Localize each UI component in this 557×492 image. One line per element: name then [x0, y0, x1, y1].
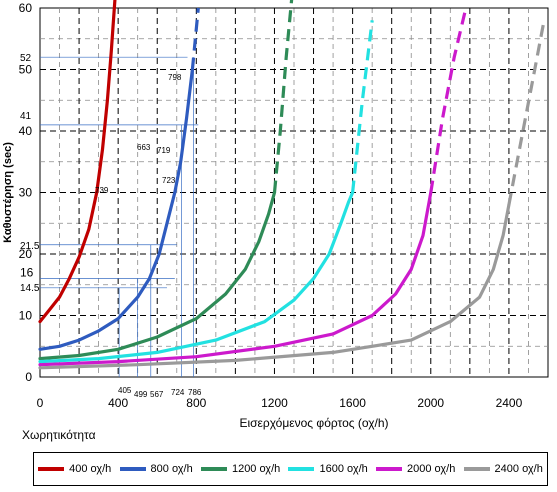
x-tick-label: 1600: [339, 396, 366, 410]
legend-item: 800 οχ/h: [119, 463, 193, 475]
annotation-point-value: 567: [150, 390, 164, 399]
y-tick-label: 10: [19, 309, 33, 323]
series-line-0: [38, 0, 117, 324]
series-line-dashed-5: [507, 20, 546, 206]
legend-swatch: [463, 467, 490, 471]
series-line-dashed-2: [272, 0, 294, 193]
annotation-point-value: 663: [137, 143, 151, 152]
legend-label: 400 οχ/h: [69, 463, 112, 475]
annotation-y-value: 14.5: [20, 283, 40, 294]
x-tick-label: 800: [186, 396, 206, 410]
x-tick-label: 400: [108, 396, 128, 410]
annotation-y-value: 52: [20, 53, 32, 64]
annotation-point-value: 719: [157, 146, 171, 155]
series-line-dashed-1: [190, 7, 200, 70]
legend-swatch: [119, 467, 146, 471]
annotation-point-value: 724: [171, 388, 185, 397]
chart: 0 400 800 1200 1600 2000 2400 0 10 20 30 40 50 60 Εισε…: [2, 0, 549, 430]
legend-swatch: [288, 467, 315, 471]
annotation-point-value: 798: [168, 73, 182, 82]
x-tick-label: 2000: [417, 396, 444, 410]
annotation-point-value: 786: [188, 388, 202, 397]
capacity-label: Χωρητικότητα: [22, 428, 96, 442]
x-tick-label: 0: [37, 396, 44, 410]
y-tick-label: 40: [19, 124, 33, 138]
legend: 400 οχ/h 800 οχ/h 1200 οχ/h 1600 οχ/h 2000 ο…: [33, 452, 548, 486]
x-tick-label: 1200: [261, 396, 288, 410]
legend-item: 1600 οχ/h: [288, 463, 368, 475]
series-line-dashed-4: [429, 7, 468, 193]
legend-label: 2000 οχ/h: [407, 463, 456, 475]
legend-item: 2000 οχ/h: [376, 463, 455, 475]
series-line-1: [38, 67, 194, 351]
legend-item: 400 οχ/h: [38, 463, 111, 475]
y-tick-label: 60: [19, 1, 33, 15]
legend-item: 1200 οχ/h: [200, 463, 281, 475]
annotation-point-value: 405: [118, 386, 132, 395]
annotation-point-value: 723: [162, 176, 176, 185]
y-axis-title: Καθυστέρηση (sec): [2, 142, 14, 243]
y-tick-label: 50: [19, 63, 33, 77]
legend-label: 1200 οχ/h: [231, 463, 281, 475]
legend-label: 1600 οχ/h: [319, 463, 368, 475]
series-line-3: [38, 190, 355, 364]
series-line-4: [38, 190, 433, 367]
annotation-point-value: 739: [95, 186, 109, 195]
annotation-point-value: 499: [134, 390, 148, 399]
x-tick-label: 2400: [496, 396, 523, 410]
y-tick-label: 20: [19, 247, 33, 261]
series-line-dashed-3: [351, 20, 374, 193]
annotation-y-value: 41: [20, 111, 32, 122]
legend-swatch: [376, 467, 403, 471]
y-tick-label: 0: [25, 370, 32, 384]
annotation-y-value: 21.5: [20, 241, 40, 252]
legend-label: 800 οχ/h: [150, 463, 193, 475]
annotation-y-value: 16: [20, 266, 34, 280]
legend-swatch: [200, 467, 227, 471]
legend-item: 2400 οχ/h: [463, 463, 543, 475]
series-line-2: [38, 190, 277, 361]
legend-label: 2400 οχ/h: [494, 463, 543, 475]
y-tick-label: 30: [19, 186, 33, 200]
legend-swatch: [38, 467, 65, 471]
series-line-5: [38, 203, 511, 370]
x-axis-title: Εισερχόμενος φόρτος (οχ/h): [239, 416, 388, 430]
